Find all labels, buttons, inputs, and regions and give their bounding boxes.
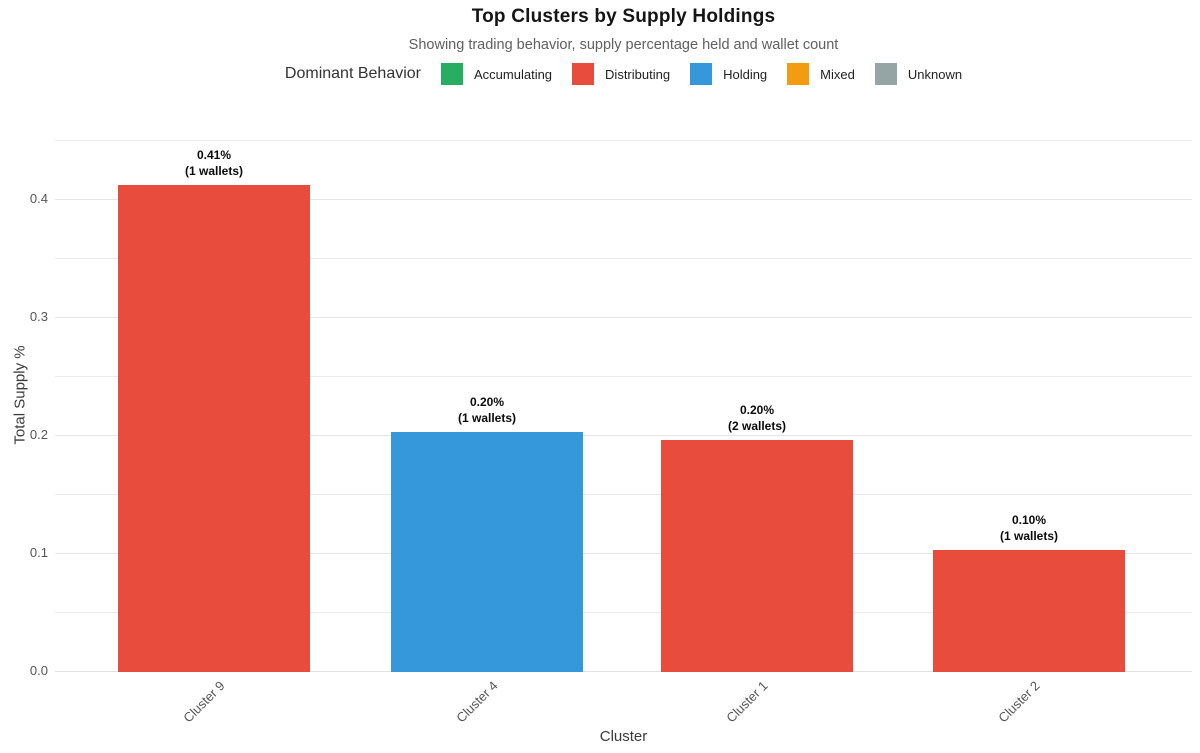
bar-annotation: 0.20% (2 wallets)	[637, 402, 877, 434]
legend-item-unknown: Unknown	[874, 63, 963, 85]
bar-wallets-label: (2 wallets)	[727, 419, 787, 433]
bar-value-label: 0.20%	[739, 403, 775, 417]
bar-annotation: 0.41% (1 wallets)	[94, 147, 334, 179]
x-tick-label: Cluster 9	[180, 678, 228, 726]
legend-item-accumulating: Accumulating	[441, 63, 552, 85]
legend-label: Holding	[723, 66, 768, 82]
bar-wallets-label: (1 wallets)	[457, 411, 517, 425]
gridline-0.45	[55, 140, 1192, 141]
bar-annotation: 0.20% (1 wallets)	[367, 394, 607, 426]
gridline-0.05	[55, 612, 1192, 613]
legend-title: Dominant Behavior	[284, 65, 421, 82]
legend-item-holding: Holding	[690, 63, 767, 85]
gridline-0.40	[55, 199, 1192, 200]
x-tick-label: Cluster 2	[995, 678, 1043, 726]
bar-value-label: 0.20%	[469, 395, 505, 409]
chart-header: Top Clusters by Supply Holdings Showing …	[55, 0, 1192, 53]
legend-swatch-accumulating	[441, 63, 463, 85]
legend-label: Unknown	[907, 66, 963, 82]
legend-item-distributing: Distributing	[572, 63, 670, 85]
chart-title: Top Clusters by Supply Holdings	[471, 6, 776, 27]
gridline-0.15	[55, 494, 1192, 495]
bar-value-label: 0.41%	[196, 148, 232, 162]
bar-cluster-4	[391, 432, 583, 672]
gridline-0.10	[55, 553, 1192, 554]
x-axis-title: Cluster	[599, 728, 648, 745]
gridline-0.00	[55, 671, 1192, 672]
bar-wallets-label: (1 wallets)	[999, 529, 1059, 543]
bar-cluster-1	[661, 440, 853, 672]
legend-swatch-holding	[690, 63, 713, 85]
x-tick-label: Cluster 4	[453, 678, 501, 726]
legend-item-mixed: Mixed	[787, 63, 855, 85]
legend: Dominant Behavior Accumulating Distributi…	[55, 63, 1192, 85]
legend-items: Accumulating Distributing Holding Mixed Unkn…	[441, 63, 962, 85]
bar-cluster-2	[933, 550, 1125, 672]
legend-swatch-unknown	[874, 63, 897, 85]
legend-swatch-mixed	[787, 63, 810, 85]
y-tick-label: 0.3	[29, 309, 48, 324]
legend-label: Distributing	[605, 66, 671, 82]
gridline-0.35	[55, 258, 1192, 259]
y-tick-label: 0.0	[29, 663, 48, 678]
plot-area: 0.0 0.1 0.2 0.3 0.4 0.41% (1 wallets) Cluster 9…	[30, 130, 1192, 725]
y-tick-label: 0.2	[29, 427, 48, 442]
gridline-0.25	[55, 376, 1192, 377]
bar-wallets-label: (1 wallets)	[184, 164, 244, 178]
gridline-0.30	[55, 317, 1192, 318]
x-tick-label: Cluster 1	[723, 678, 771, 726]
bar-cluster-9	[118, 185, 310, 672]
bar-annotation: 0.10% (1 wallets)	[909, 512, 1149, 544]
legend-swatch-distributing	[572, 63, 595, 85]
gridline-0.20	[55, 435, 1192, 436]
y-tick-label: 0.1	[29, 545, 48, 560]
chart-subtitle: Showing trading behavior, supply percent…	[408, 37, 839, 53]
y-tick-label: 0.4	[29, 191, 48, 206]
bar-value-label: 0.10%	[1011, 513, 1047, 527]
legend-label: Accumulating	[474, 66, 553, 82]
legend-label: Mixed	[820, 66, 855, 82]
